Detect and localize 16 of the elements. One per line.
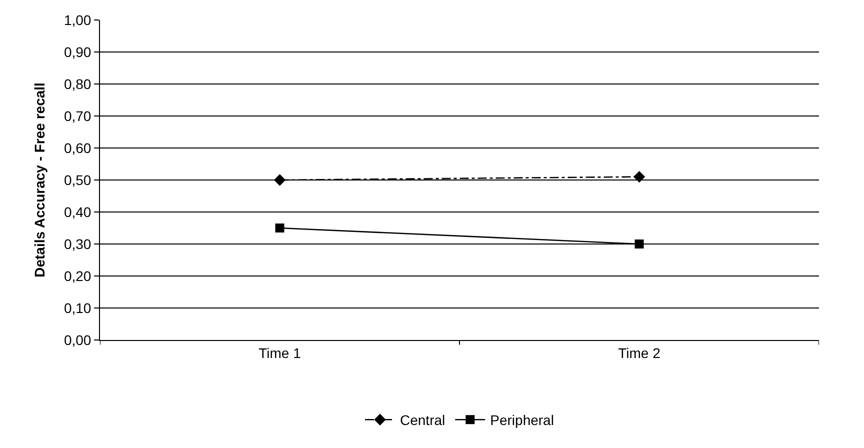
y-tick-label: 0,20 xyxy=(64,268,92,284)
y-tick-label: 0,00 xyxy=(64,332,92,348)
y-tick-label: 0,80 xyxy=(64,76,92,92)
y-tick-label: 0,40 xyxy=(64,204,92,220)
y-tick-label: 0,70 xyxy=(64,108,92,124)
legend-label: Peripheral xyxy=(490,412,554,428)
y-tick-label: 0,60 xyxy=(64,140,92,156)
y-tick-label: 0,30 xyxy=(64,236,92,252)
legend-label: Central xyxy=(400,412,446,428)
y-axis-title: Details Accuracy - Free recall xyxy=(32,82,48,278)
y-tick-label: 0,50 xyxy=(64,172,92,188)
x-tick-label: Time 1 xyxy=(258,344,302,361)
x-tick-label: Time 2 xyxy=(618,344,661,361)
y-tick-label: 0,10 xyxy=(64,300,92,316)
y-tick-label: 1,00 xyxy=(64,12,92,28)
y-tick-label: 0,90 xyxy=(64,44,92,60)
